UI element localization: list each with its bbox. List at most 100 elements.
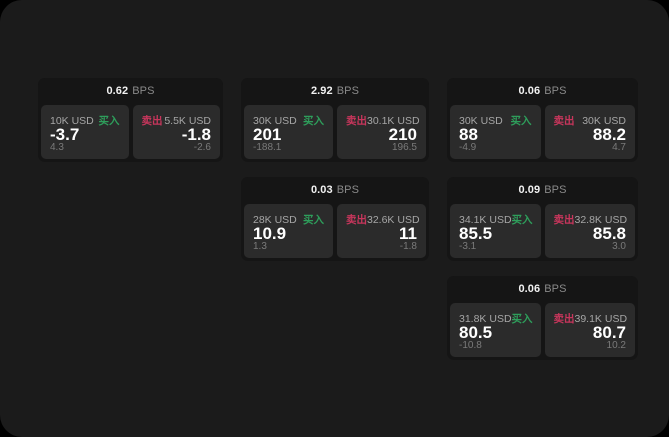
sell-panel[interactable]: 卖出 30K USD 88.2 4.7 — [544, 105, 635, 159]
sell-footer-value: 3.0 — [612, 241, 626, 252]
sell-panel[interactable]: 卖出 5.5K USD -1.8 -2.6 — [132, 105, 220, 159]
card-header: 0.62 BPS — [38, 78, 223, 102]
sell-side-label: 卖出 — [346, 214, 367, 226]
sell-size-label: 5.5K USD — [164, 115, 211, 127]
card-header: 0.06 BPS — [447, 276, 638, 300]
sell-price-value: 80.7 — [592, 323, 626, 342]
card-column: 0.62 BPS 10K USD 买入 -3.7 4.3 卖出 5.5K USD -1.8 -2.… — [38, 78, 223, 162]
sell-panel-top: 卖出 39.1K USD — [553, 311, 628, 325]
buy-panel[interactable]: 34.1K USD 买入 85.5 -3.1 — [450, 204, 541, 258]
card-header: 0.03 BPS — [241, 177, 429, 201]
sell-side-label: 卖出 — [346, 115, 367, 127]
buy-size-label: 30K USD — [459, 115, 503, 127]
bps-value: 0.62 — [106, 85, 129, 97]
sell-panel-top: 卖出 32.6K USD — [346, 212, 420, 226]
buy-footer-value: 1.3 — [253, 241, 267, 252]
bps-value: 0.06 — [518, 283, 541, 295]
sell-panel[interactable]: 卖出 32.6K USD 11 -1.8 — [337, 204, 426, 258]
card-header: 0.09 BPS — [447, 177, 638, 201]
bps-unit-label: BPS — [544, 85, 567, 97]
bps-value: 0.09 — [518, 184, 541, 196]
spread-card[interactable]: 2.92 BPS 30K USD 买入 201 -188.1 卖出 30.1K USD 210 1… — [241, 78, 429, 162]
sell-panel[interactable]: 卖出 39.1K USD 80.7 10.2 — [544, 303, 635, 357]
buy-panel[interactable]: 30K USD 买入 201 -188.1 — [244, 105, 333, 159]
sell-panel[interactable]: 卖出 30.1K USD 210 196.5 — [337, 105, 426, 159]
card-body: 10K USD 买入 -3.7 4.3 卖出 5.5K USD -1.8 -2.6 — [38, 102, 223, 162]
card-body: 34.1K USD 买入 85.5 -3.1 卖出 32.8K USD 85.8 3.0 — [447, 201, 638, 261]
sell-side-label: 卖出 — [553, 115, 575, 127]
bps-value: 2.92 — [310, 85, 333, 97]
spread-card[interactable]: 0.06 BPS 31.8K USD 买入 80.5 -10.8 卖出 39.1K USD 80… — [447, 276, 638, 360]
spread-card[interactable]: 0.62 BPS 10K USD 买入 -3.7 4.3 卖出 5.5K USD -1.8 -2.… — [38, 78, 223, 162]
sell-footer-value: -2.6 — [193, 142, 211, 153]
buy-price-value: 80.5 — [459, 323, 493, 342]
sell-panel[interactable]: 卖出 32.8K USD 85.8 3.0 — [544, 204, 635, 258]
buy-panel-top: 10K USD 买入 — [50, 113, 120, 127]
buy-panel[interactable]: 30K USD 买入 88 -4.9 — [450, 105, 541, 159]
card-body: 31.8K USD 买入 80.5 -10.8 卖出 39.1K USD 80.7 10.2 — [447, 300, 638, 360]
card-body: 30K USD 买入 88 -4.9 卖出 30K USD 88.2 4.7 — [447, 102, 638, 162]
bps-unit-label: BPS — [544, 283, 567, 295]
buy-side-label: 买入 — [98, 115, 120, 127]
sell-size-label: 32.6K USD — [367, 214, 420, 226]
sell-price-value: 85.8 — [592, 224, 626, 243]
buy-side-label: 买入 — [303, 115, 324, 127]
sell-footer-value: -1.8 — [399, 241, 417, 252]
sell-size-label: 32.8K USD — [574, 214, 628, 226]
sell-panel-top: 卖出 30.1K USD — [346, 113, 420, 127]
buy-price-value: 88 — [459, 125, 478, 144]
sell-size-label: 39.1K USD — [574, 313, 628, 325]
buy-size-label: 28K USD — [253, 214, 297, 226]
buy-panel[interactable]: 28K USD 买入 10.9 1.3 — [244, 204, 333, 258]
buy-footer-value: -4.9 — [459, 142, 477, 153]
buy-footer-value: -3.1 — [459, 241, 477, 252]
buy-panel[interactable]: 31.8K USD 买入 80.5 -10.8 — [450, 303, 541, 357]
spread-card[interactable]: 0.03 BPS 28K USD 买入 10.9 1.3 卖出 32.6K USD 11 -1.8 — [241, 177, 429, 261]
buy-price-value: -3.7 — [50, 125, 80, 144]
sell-price-value: -1.8 — [181, 125, 211, 144]
buy-panel-top: 34.1K USD 买入 — [459, 212, 533, 226]
bps-unit-label: BPS — [336, 85, 360, 97]
sell-size-label: 30K USD — [582, 115, 626, 127]
sell-footer-value: 10.2 — [606, 340, 626, 351]
buy-size-label: 30K USD — [253, 115, 297, 127]
sell-price-value: 11 — [399, 224, 417, 243]
sell-panel-top: 卖出 32.8K USD — [553, 212, 628, 226]
buy-panel-top: 31.8K USD 买入 — [459, 311, 533, 325]
buy-price-value: 85.5 — [459, 224, 493, 243]
sell-footer-value: 4.7 — [612, 142, 626, 153]
card-header: 0.06 BPS — [447, 78, 638, 102]
bps-value: 0.06 — [518, 85, 541, 97]
card-body: 28K USD 买入 10.9 1.3 卖出 32.6K USD 11 -1.8 — [241, 201, 429, 261]
bps-unit-label: BPS — [132, 85, 155, 97]
sell-price-value: 88.2 — [592, 125, 626, 144]
spread-card[interactable]: 0.06 BPS 30K USD 买入 88 -4.9 卖出 30K USD 88.2 4.7 — [447, 78, 638, 162]
sell-side-label: 卖出 — [141, 115, 163, 127]
buy-price-value: 10.9 — [253, 224, 287, 243]
sell-price-value: 210 — [388, 125, 417, 144]
buy-side-label: 买入 — [510, 115, 532, 127]
sell-footer-value: 196.5 — [391, 142, 417, 153]
buy-panel[interactable]: 10K USD 买入 -3.7 4.3 — [41, 105, 129, 159]
buy-price-value: 201 — [253, 125, 282, 144]
sell-side-label: 卖出 — [553, 313, 575, 325]
buy-panel-top: 30K USD 买入 — [253, 113, 324, 127]
sell-side-label: 卖出 — [553, 214, 575, 226]
buy-side-label: 买入 — [511, 214, 533, 226]
buy-size-label: 34.1K USD — [459, 214, 512, 226]
spread-card[interactable]: 0.09 BPS 34.1K USD 买入 85.5 -3.1 卖出 32.8K USD 85.… — [447, 177, 638, 261]
sell-size-label: 30.1K USD — [367, 115, 420, 127]
bps-value: 0.03 — [310, 184, 333, 196]
card-body: 30K USD 买入 201 -188.1 卖出 30.1K USD 210 196.5 — [241, 102, 429, 162]
buy-size-label: 10K USD — [50, 115, 94, 127]
buy-footer-value: -188.1 — [253, 142, 282, 153]
buy-footer-value: 4.3 — [50, 142, 64, 153]
spread-card-board: 0.62 BPS 10K USD 买入 -3.7 4.3 卖出 5.5K USD -1.8 -2.… — [38, 78, 638, 360]
bps-unit-label: BPS — [336, 184, 360, 196]
buy-panel-top: 28K USD 买入 — [253, 212, 324, 226]
sell-panel-top: 卖出 30K USD — [553, 113, 627, 127]
sell-panel-top: 卖出 5.5K USD — [141, 113, 212, 127]
buy-side-label: 买入 — [303, 214, 324, 226]
card-header: 2.92 BPS — [241, 78, 429, 102]
